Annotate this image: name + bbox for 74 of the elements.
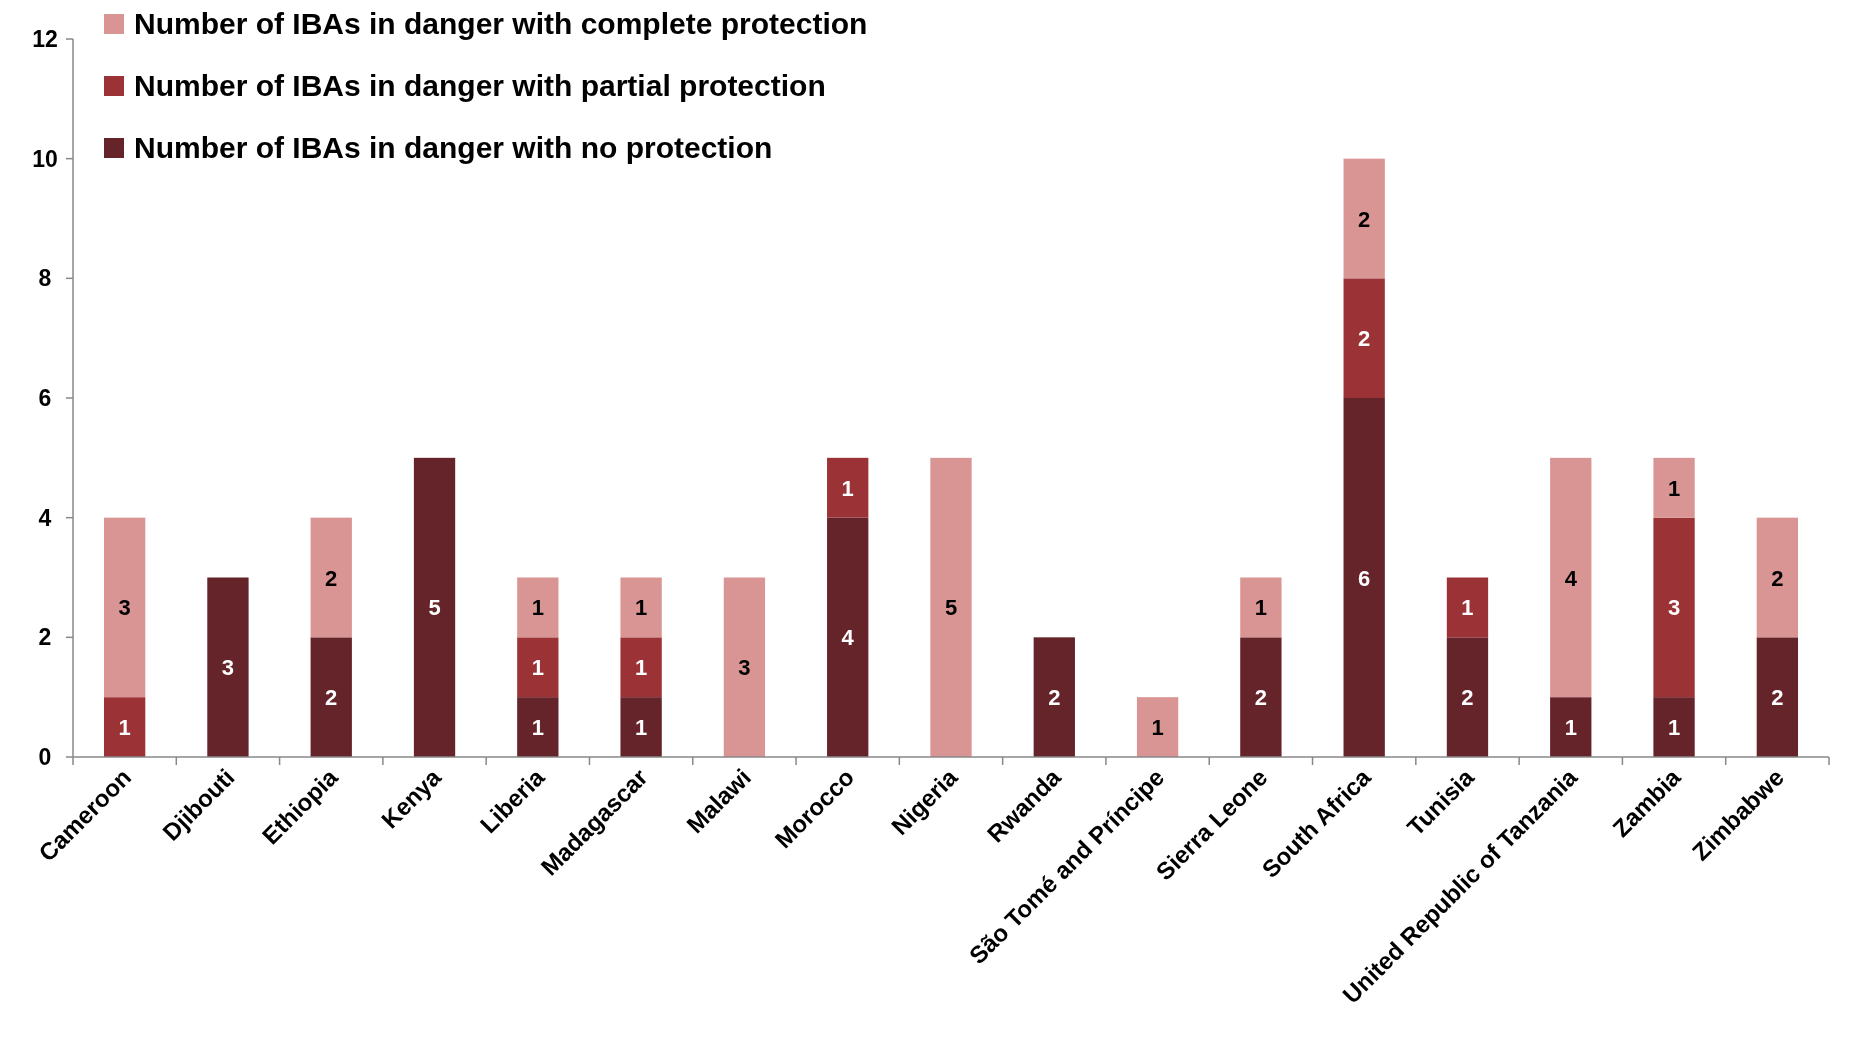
bar — [620, 697, 662, 757]
data-label: 1 — [1667, 715, 1681, 741]
bar — [1653, 457, 1695, 518]
data-label: 2 — [1358, 206, 1371, 232]
data-label: 1 — [118, 715, 131, 741]
bar — [310, 637, 352, 757]
bar — [1756, 517, 1799, 638]
bar — [620, 637, 662, 698]
bar — [207, 577, 249, 757]
data-label: 1 — [1667, 475, 1681, 501]
data-label: 1 — [1151, 715, 1164, 741]
bar — [1446, 637, 1489, 757]
y-tick-label: 12 — [32, 26, 58, 52]
data-label: 1 — [634, 595, 648, 621]
bar — [103, 697, 146, 757]
data-label: 1 — [634, 655, 648, 681]
bar — [310, 517, 352, 638]
data-label: 2 — [325, 565, 338, 591]
data-label: 1 — [1254, 595, 1268, 621]
bar — [827, 517, 869, 757]
data-label: 4 — [1564, 565, 1578, 591]
data-label: 1 — [841, 475, 854, 501]
legend-label: Number of IBAs in danger with partial protection — [134, 69, 826, 102]
data-label: 1 — [531, 655, 544, 681]
data-label: 3 — [118, 595, 131, 621]
legend-label: Number of IBAs in danger with no protection — [134, 131, 773, 164]
bar — [930, 457, 972, 757]
bar — [517, 637, 559, 698]
bar — [1446, 577, 1489, 638]
bar — [723, 577, 766, 757]
data-label: 1 — [531, 715, 544, 741]
bar — [1653, 517, 1695, 698]
bar — [1240, 637, 1282, 757]
data-label: 1 — [531, 595, 544, 621]
data-label: 1 — [634, 715, 648, 741]
bar — [517, 697, 559, 757]
bar — [1550, 457, 1592, 698]
data-label: 1 — [1564, 715, 1577, 741]
bar — [413, 457, 456, 757]
data-label: 2 — [1771, 565, 1784, 591]
y-tick-label: 0 — [38, 744, 52, 770]
data-label: 5 — [428, 595, 441, 621]
data-label: 6 — [1358, 565, 1371, 591]
bar — [517, 577, 559, 638]
bar — [1343, 158, 1385, 279]
data-label: 2 — [1358, 326, 1371, 352]
data-label: 1 — [1461, 595, 1474, 621]
y-tick-label: 6 — [38, 385, 52, 411]
data-label: 5 — [944, 595, 958, 621]
data-label: 3 — [1667, 595, 1681, 621]
bar — [1550, 697, 1592, 757]
bar — [1343, 278, 1385, 398]
bar — [620, 577, 662, 638]
y-tick-label: 4 — [38, 504, 52, 531]
y-tick-label: 8 — [38, 265, 52, 292]
y-tick-label: 10 — [32, 145, 58, 172]
data-label: 2 — [1461, 685, 1474, 711]
data-label: 2 — [325, 685, 338, 711]
bar — [1240, 577, 1282, 638]
data-label: 2 — [1048, 685, 1061, 711]
data-label: 2 — [1771, 685, 1784, 711]
bar — [1756, 637, 1799, 757]
bar — [827, 457, 869, 518]
bar — [103, 517, 146, 698]
data-label: 3 — [221, 655, 235, 681]
data-label: 2 — [1254, 685, 1268, 711]
data-label: 4 — [841, 625, 855, 651]
bar — [1033, 637, 1075, 757]
legend-label: Number of IBAs in danger with complete protection — [134, 7, 868, 40]
bar — [1653, 697, 1695, 757]
y-tick-label: 2 — [38, 624, 52, 651]
data-label: 3 — [738, 655, 751, 681]
bar — [1136, 697, 1179, 757]
bar — [1343, 398, 1385, 757]
